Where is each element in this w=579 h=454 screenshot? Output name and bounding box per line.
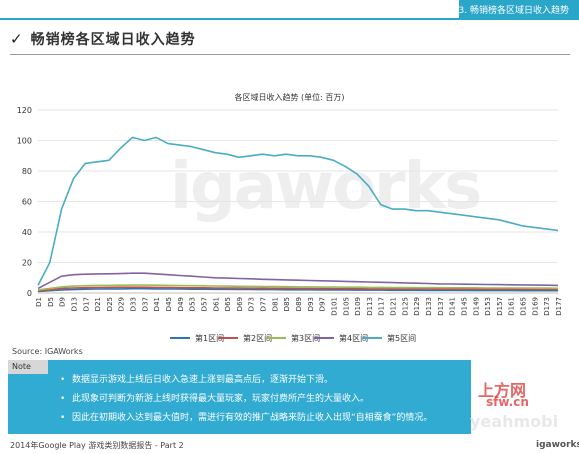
x-tick-label-D177: D177 bbox=[555, 297, 563, 316]
legend-item-3: 第3区间 bbox=[266, 333, 320, 343]
x-tick-label-D169: D169 bbox=[531, 297, 539, 316]
x-tick-label-D45: D45 bbox=[165, 297, 173, 311]
x-tick-label-D33: D33 bbox=[130, 297, 138, 311]
x-tick-label-D73: D73 bbox=[248, 297, 256, 311]
x-tick-label-D121: D121 bbox=[390, 297, 398, 316]
header-section-title: 3. 畅销榜各区域日收入趋势 bbox=[458, 6, 569, 16]
legend-label-3: 第3区间 bbox=[291, 333, 321, 343]
note-bullet-3: 因此在初期收入达到最大值时，需进行有效的推广战略来防止收入出现“自相蚕食”的情况… bbox=[60, 412, 432, 431]
title-row: ✓ 畅销榜各区域日收入趋势 bbox=[10, 28, 196, 50]
header-tab bbox=[459, 0, 579, 18]
sfw-watermark-cn: 上方网 bbox=[478, 381, 527, 400]
legend-item-4: 第4区间 bbox=[314, 333, 368, 343]
x-tick-label-D101: D101 bbox=[330, 297, 338, 316]
x-tick-label-D113: D113 bbox=[366, 297, 374, 316]
series-line-5 bbox=[37, 136, 559, 286]
series-line-2 bbox=[37, 286, 558, 292]
y-tick-label-80: 80 bbox=[22, 167, 32, 176]
x-tick-label-D29: D29 bbox=[118, 297, 126, 311]
x-tick-label-D85: D85 bbox=[283, 297, 291, 311]
x-tick-label-D149: D149 bbox=[472, 297, 480, 316]
x-tick-label-D61: D61 bbox=[212, 297, 220, 311]
x-tick-label-D157: D157 bbox=[496, 297, 504, 316]
x-tick-label-D89: D89 bbox=[295, 297, 303, 311]
x-tick-label-D109: D109 bbox=[354, 297, 362, 316]
x-tick-label-D25: D25 bbox=[106, 297, 114, 311]
x-tick-label-D141: D141 bbox=[449, 297, 457, 316]
legend-item-5: 第5区间 bbox=[362, 333, 416, 343]
legend-label-4: 第4区间 bbox=[339, 333, 369, 343]
sfw-watermark-url: sfw.cn bbox=[486, 395, 529, 409]
note-label: Note bbox=[12, 362, 31, 371]
x-tick-label-D17: D17 bbox=[82, 297, 90, 311]
x-tick-label-D77: D77 bbox=[260, 297, 268, 311]
note-bullets: 数据显示游戏上线后日收入急速上涨到最高点后，逐渐开始下滑。 此现象可判断为新游上… bbox=[60, 374, 432, 431]
x-tick-label-D1: D1 bbox=[35, 297, 43, 307]
source-caption: Source: IGAWorks bbox=[12, 347, 83, 356]
y-tick-label-60: 60 bbox=[22, 198, 32, 207]
series-line-3 bbox=[37, 284, 559, 291]
x-tick-label-D49: D49 bbox=[177, 297, 185, 311]
x-tick-label-D125: D125 bbox=[401, 297, 409, 316]
footer-rule bbox=[0, 439, 579, 440]
legend-item-2: 第2区间 bbox=[218, 333, 272, 343]
x-tick-label-D117: D117 bbox=[378, 297, 386, 316]
note-label-bg bbox=[8, 360, 48, 374]
x-tick-label-D133: D133 bbox=[425, 297, 433, 316]
title-divider bbox=[10, 54, 570, 55]
x-tick-label-D153: D153 bbox=[484, 297, 492, 316]
note-bullet-2: 此现象可判断为新游上线时获得最大量玩家，玩家付费所产生的大量收入。 bbox=[60, 393, 432, 412]
x-tick-label-D21: D21 bbox=[94, 297, 102, 311]
header-rule bbox=[0, 18, 579, 20]
x-tick-label-D57: D57 bbox=[200, 297, 208, 311]
y-tick-label-20: 20 bbox=[22, 259, 32, 268]
legend-label-2: 第2区间 bbox=[243, 333, 273, 343]
x-tick-label-D9: D9 bbox=[59, 297, 67, 307]
yeahmobi-watermark: yeahmobi bbox=[470, 412, 559, 431]
x-tick-label-D97: D97 bbox=[319, 297, 327, 311]
x-tick-label-D41: D41 bbox=[153, 297, 161, 311]
legend-swatch-1 bbox=[170, 337, 190, 339]
y-tick-label-120: 120 bbox=[17, 106, 32, 115]
y-tick-label-100: 100 bbox=[17, 137, 32, 146]
x-tick-label-D165: D165 bbox=[520, 297, 528, 316]
x-tick-label-D69: D69 bbox=[236, 297, 244, 311]
x-tick-label-D65: D65 bbox=[224, 297, 232, 311]
x-tick-label-D13: D13 bbox=[70, 297, 78, 311]
y-tick-label-0: 0 bbox=[27, 289, 32, 298]
x-tick-label-D129: D129 bbox=[413, 297, 421, 316]
y-tick-label-40: 40 bbox=[22, 228, 32, 237]
note-bullet-1: 数据显示游戏上线后日收入急速上涨到最高点后，逐渐开始下滑。 bbox=[60, 374, 432, 393]
x-tick-label-D81: D81 bbox=[271, 297, 279, 311]
x-tick-label-D161: D161 bbox=[508, 297, 516, 316]
x-tick-label-D173: D173 bbox=[543, 297, 551, 316]
checkmark-icon: ✓ bbox=[10, 30, 23, 48]
legend-swatch-4 bbox=[314, 337, 334, 339]
footer-text: 2014年Google Play 游戏类别数据报告 - Part 2 bbox=[10, 441, 184, 450]
x-tick-label-D93: D93 bbox=[307, 297, 315, 311]
page-title: 畅销榜各区域日收入趋势 bbox=[30, 32, 196, 48]
x-tick-label-D137: D137 bbox=[437, 297, 445, 316]
series-line-1 bbox=[37, 287, 558, 293]
legend-label-5: 第5区间 bbox=[387, 333, 417, 343]
legend-swatch-2 bbox=[218, 337, 238, 339]
x-tick-label-D145: D145 bbox=[460, 297, 468, 316]
legend-item-1: 第1区间 bbox=[170, 333, 224, 343]
legend-label-1: 第1区间 bbox=[195, 333, 225, 343]
legend-swatch-3 bbox=[266, 337, 286, 339]
legend-swatch-5 bbox=[362, 337, 382, 339]
series-line-4 bbox=[37, 272, 559, 290]
chart-title: 各区域日收入趋势 (单位: 百万) bbox=[234, 93, 345, 102]
x-tick-label-D37: D37 bbox=[141, 297, 149, 311]
x-tick-label-D105: D105 bbox=[342, 297, 350, 316]
header-bar: 3. 畅销榜各区域日收入趋势 bbox=[0, 0, 579, 18]
igaworks-logo: igaworks bbox=[536, 440, 579, 450]
x-tick-label-D5: D5 bbox=[47, 297, 55, 307]
x-tick-label-D53: D53 bbox=[189, 297, 197, 311]
